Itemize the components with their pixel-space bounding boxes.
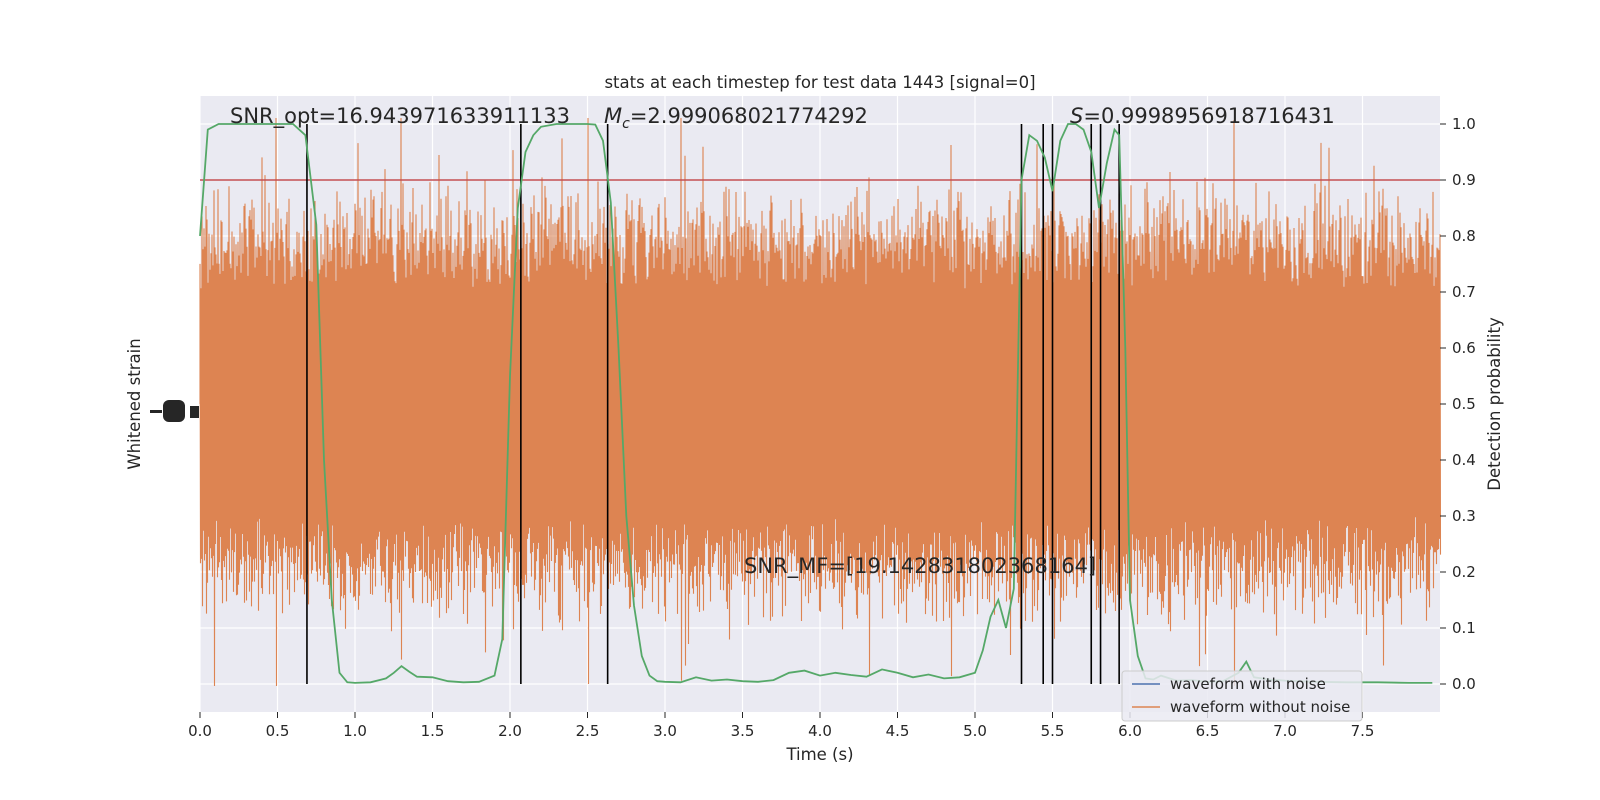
x-tick-label: 1.0 xyxy=(343,722,367,740)
right-tick-label: 0.4 xyxy=(1452,451,1476,469)
x-tick-label: 4.5 xyxy=(886,722,910,740)
left-axis-tick-cluster xyxy=(150,400,199,422)
detection-probability-series xyxy=(199,123,1433,684)
snr-mf-annotation: SNR_MF=[19.142831802368164] xyxy=(744,554,1096,579)
x-tick-label: 7.5 xyxy=(1351,722,1375,740)
x-tick-label: 2.0 xyxy=(498,722,522,740)
s-annotation: S=0.9998956918716431 xyxy=(1070,104,1335,128)
detection-probability-line xyxy=(199,123,1433,684)
x-tick-label: 0.5 xyxy=(266,722,290,740)
s-symbol: S xyxy=(1070,104,1083,128)
right-tick-label: 0.5 xyxy=(1452,395,1476,413)
chart-title: stats at each timestep for test data 144… xyxy=(604,73,1035,92)
x-tick-label: 6.0 xyxy=(1118,722,1142,740)
x-axis-ticks: 0.0 0.5 1.0 1.5 2.0 2.5 3.0 3.5 4.0 4.5 5.0 5.5 6.0 6… xyxy=(188,712,1374,740)
right-tick-label: 0.0 xyxy=(1452,675,1476,693)
x-axis-label: Time (s) xyxy=(785,745,853,764)
x-tick-label: 5.0 xyxy=(963,722,987,740)
x-tick-label: 4.0 xyxy=(808,722,832,740)
right-axis-ticks: 0.0 0.1 0.2 0.3 0.4 0.5 0.6 0.7 0.8 0.9 1.0 xyxy=(1440,115,1476,693)
right-tick-label: 1.0 xyxy=(1452,115,1476,133)
x-tick-label: 3.0 xyxy=(653,722,677,740)
strain-core-band xyxy=(200,309,1440,499)
chirp-mass-subscript: c xyxy=(622,116,630,132)
x-tick-label: 0.0 xyxy=(188,722,212,740)
right-tick-label: 0.9 xyxy=(1452,171,1476,189)
right-tick-label: 0.8 xyxy=(1452,227,1476,245)
right-tick-label: 0.2 xyxy=(1452,563,1476,581)
strain-series xyxy=(199,117,1442,687)
right-tick-label: 0.1 xyxy=(1452,619,1476,637)
chirp-mass-symbol: M xyxy=(604,104,622,128)
legend: waveform with noise waveform without noi… xyxy=(1121,670,1363,722)
chirp-mass-annotation: Mc=2.999068021774292 xyxy=(604,104,868,132)
legend-box xyxy=(1121,670,1363,722)
x-tick-label: 6.5 xyxy=(1196,722,1220,740)
vertical-lines xyxy=(306,124,1120,684)
right-tick-label: 0.6 xyxy=(1452,339,1476,357)
x-tick-label: 3.5 xyxy=(731,722,755,740)
chirp-mass-value: =2.999068021774292 xyxy=(630,104,868,128)
x-tick-label: 7.0 xyxy=(1273,722,1297,740)
x-tick-label: 5.5 xyxy=(1041,722,1065,740)
legend-label-with-noise: waveform with noise xyxy=(1170,675,1326,693)
snr-opt-annotation: SNR_opt=16.943971633911133 xyxy=(230,104,570,129)
right-axis-label: Detection probability xyxy=(1485,317,1504,491)
right-tick-label: 0.3 xyxy=(1452,507,1476,525)
left-axis-label: Whitened strain xyxy=(125,338,144,469)
x-tick-label: 2.5 xyxy=(576,722,600,740)
s-value: =0.9998956918716431 xyxy=(1083,104,1334,128)
legend-label-without-noise: waveform without noise xyxy=(1170,698,1350,716)
x-tick-label: 1.5 xyxy=(421,722,445,740)
right-tick-label: 0.7 xyxy=(1452,283,1476,301)
